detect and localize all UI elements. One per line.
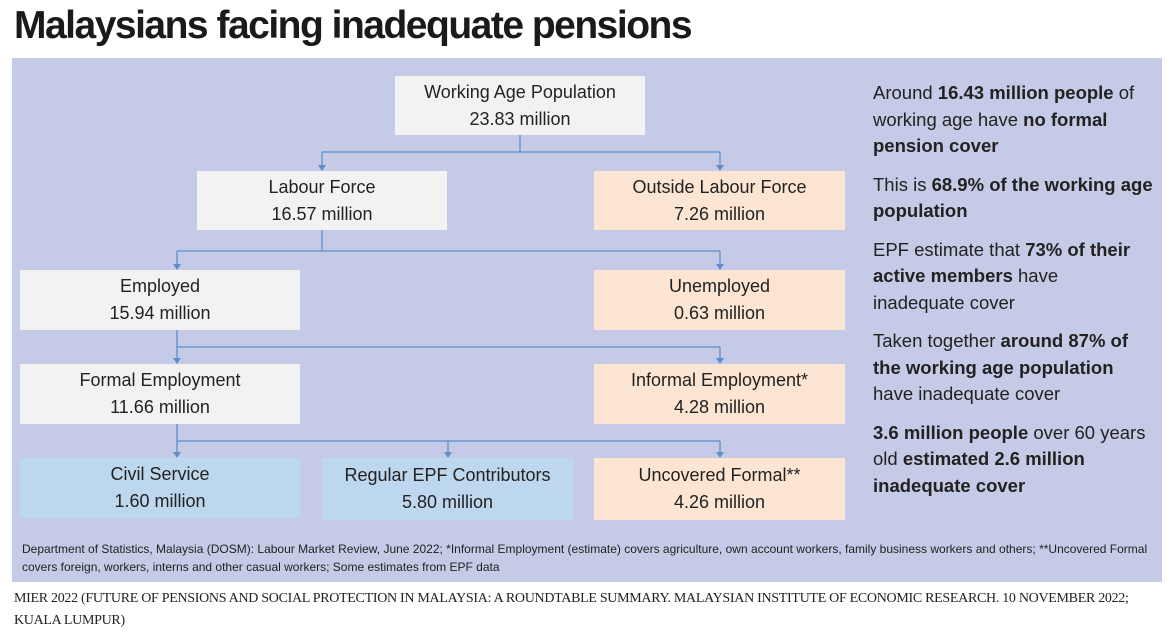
node-label: Uncovered Formal**	[638, 465, 801, 485]
node-informal-employment: Informal Employment* 4.28 million	[594, 364, 845, 424]
credit-line: MIER 2022 (FUTURE OF PENSIONS AND SOCIAL…	[14, 591, 1129, 628]
finding-text: EPF estimate that	[873, 238, 1026, 260]
key-findings: Around 16.43 million people of working a…	[873, 80, 1153, 511]
finding-text: have inadequate cover	[873, 265, 1059, 313]
finding-3: EPF estimate that 73% of their active me…	[873, 237, 1153, 317]
node-label: Labour Force	[268, 176, 376, 197]
connector-wap	[321, 135, 721, 168]
finding-text: have inadequate cover	[873, 383, 1061, 404]
finding-text: around 87% of the working age population	[873, 330, 1128, 378]
node-civil-service: Civil Service 1.60 million	[20, 458, 300, 518]
connector-employed	[176, 330, 721, 361]
node-value: 23.83 million	[469, 108, 571, 129]
finding-text: Around	[873, 82, 938, 103]
node-label: Unemployed	[668, 276, 771, 296]
node-labour-force: Labour Force 16.57 million	[197, 171, 447, 230]
finding-5: 3.6 million people over 60 years old est…	[873, 420, 1153, 500]
node-value: 0.63 million	[673, 303, 766, 323]
node-label: Formal Employment	[79, 370, 241, 390]
finding-text: 16.43 million people	[937, 82, 1114, 103]
node-outside-labour-force: Outside Labour Force 7.26 million	[594, 171, 845, 230]
finding-text: 68.9% of the working age population	[873, 173, 1153, 222]
finding-text: of working age have	[873, 82, 1135, 130]
headline: Malaysians facing inadequate pensions	[14, 4, 693, 47]
node-value: 16.57 million	[271, 203, 373, 224]
node-label: Informal Employment*	[630, 370, 809, 390]
node-label: Working Age Population	[424, 81, 616, 102]
node-value: 11.66 million	[110, 397, 210, 417]
node-value: 1.60 million	[114, 491, 206, 511]
finding-text: over 60 years old	[873, 421, 1146, 470]
finding-text: 73% of their active members	[873, 238, 1131, 287]
finding-2: This is 68.9% of the working age populat…	[873, 172, 1153, 225]
node-working-age-population: Working Age Population 23.83 million	[395, 76, 645, 135]
node-label: Employed	[119, 276, 201, 296]
node-uncovered-formal: Uncovered Formal** 4.26 million	[594, 458, 845, 520]
finding-text: This is	[873, 173, 932, 195]
node-value: 4.28 million	[673, 397, 766, 417]
node-formal-employment: Formal Employment 11.66 million	[20, 364, 300, 424]
finding-text: Taken together	[873, 330, 1001, 351]
finding-4: Taken together around 87% of the working…	[873, 328, 1153, 408]
node-label: Regular EPF Contributors	[344, 465, 551, 485]
finding-text: 3.6 million people	[873, 421, 1029, 443]
source-note: Department of Statistics, Malaysia (DOSM…	[22, 542, 1148, 574]
node-value: 7.26 million	[673, 203, 766, 224]
node-regular-epf-contributors: Regular EPF Contributors 5.80 million	[322, 458, 573, 520]
node-employed: Employed 15.94 million	[20, 270, 300, 330]
node-value: 4.26 million	[673, 492, 766, 512]
finding-text: no formal pension cover	[873, 108, 1108, 157]
finding-1: Around 16.43 million people of working a…	[873, 80, 1153, 160]
node-value: 15.94 million	[109, 303, 211, 323]
node-unemployed: Unemployed 0.63 million	[594, 270, 845, 330]
node-label: Outside Labour Force	[632, 176, 807, 197]
node-value: 5.80 million	[401, 492, 494, 512]
finding-text: estimated 2.6 million inadequate cover	[873, 448, 1085, 496]
node-label: Civil Service	[110, 464, 210, 484]
connector-formal	[176, 424, 721, 455]
connector-labour	[176, 230, 721, 267]
